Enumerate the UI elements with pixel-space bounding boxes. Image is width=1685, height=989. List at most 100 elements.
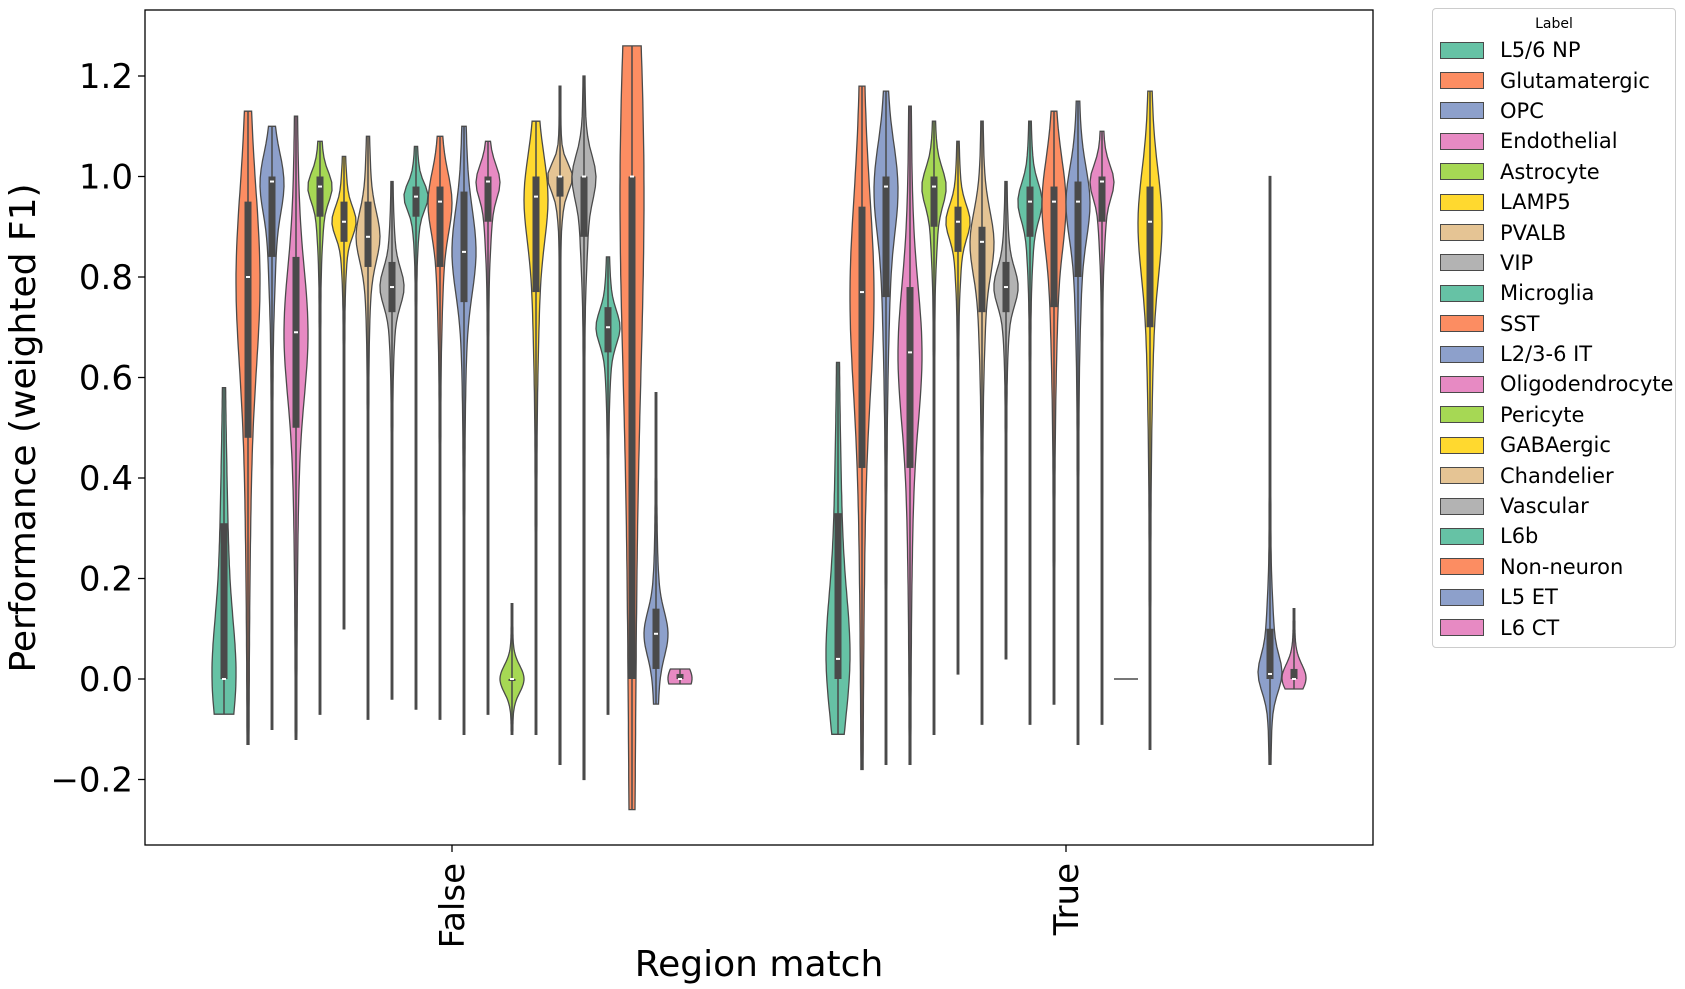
y-tick-label: 1.0 [79, 158, 133, 198]
violin-iqr-box [954, 206, 962, 252]
legend-swatch [1440, 254, 1484, 272]
legend-label: OPC [1500, 98, 1544, 123]
violin-iqr-box [628, 176, 636, 679]
legend-swatch [1440, 497, 1484, 515]
plot-area [144, 9, 1374, 846]
legend-item: L2/3-6 IT [1433, 339, 1675, 369]
legend-item: L5 ET [1433, 582, 1675, 612]
violin-sst-false [427, 135, 453, 720]
legend-item: Microglia [1433, 278, 1675, 308]
legend-swatch [1440, 315, 1484, 333]
violin-pericyte-false [499, 602, 525, 735]
violin-iqr-box [858, 206, 866, 468]
violin-microglia-true [1017, 120, 1043, 725]
violin-vip-true [993, 180, 1019, 660]
violin-pvalb-false [355, 135, 381, 720]
y-axis-label: Performance (weighted F1) [3, 183, 44, 672]
violin-iqr-box [580, 176, 588, 237]
violin-iqr-box [220, 523, 228, 679]
legend-swatch [1440, 467, 1484, 485]
violin-l5-6-np-false [211, 386, 237, 715]
violin-lamp5-false [331, 155, 357, 630]
legend-item: VIP [1433, 248, 1675, 278]
violin-iqr-box [1146, 186, 1154, 328]
x-axis: False True [433, 845, 1087, 948]
legend-swatch [1440, 558, 1484, 576]
legend-item: Vascular [1433, 491, 1675, 521]
violin-iqr-box [436, 186, 444, 267]
legend-label: Endothelial [1500, 129, 1618, 154]
legend-label: GABAergic [1500, 433, 1611, 458]
violin-iqr-box [978, 226, 986, 313]
legend-swatch [1440, 224, 1484, 242]
violin-iqr-box [1050, 186, 1058, 308]
violin-glutamatergic-false [235, 110, 261, 745]
violin-endothelial-true [897, 105, 923, 766]
legend-swatch [1440, 619, 1484, 637]
legend-label: Astrocyte [1500, 159, 1600, 184]
legend-item: Oligodendrocyte [1433, 369, 1675, 399]
legend-label: L6b [1500, 524, 1539, 549]
violin-l2-3-6-it-false [451, 125, 477, 735]
legend-label: PVALB [1500, 220, 1567, 245]
legend-label: L2/3-6 IT [1500, 342, 1593, 367]
y-tick-label: 1.2 [79, 57, 133, 97]
legend-label: Vascular [1500, 494, 1589, 519]
legend-swatch [1440, 406, 1484, 424]
violin-iqr-box [834, 513, 842, 679]
legend-title: Label [1535, 16, 1573, 32]
legend-items: L5/6 NP Glutamatergic OPC Endothelial Astroc… [1433, 35, 1675, 643]
violin-iqr-box [652, 608, 660, 669]
violin-endothelial-false [283, 115, 309, 740]
violin-gabaergic-false [523, 120, 549, 735]
legend-item: Non-neuron [1433, 552, 1675, 582]
violin-iqr-box [1098, 176, 1106, 222]
legend-swatch [1440, 41, 1484, 59]
legend-label: Glutamatergic [1500, 68, 1650, 93]
violin-l2-3-6-it-true [1065, 100, 1091, 745]
legend-item: Glutamatergic [1433, 65, 1675, 95]
violin-iqr-box [484, 176, 492, 222]
violin-l5-6-np-true [825, 361, 851, 735]
violin-iqr-box [316, 176, 324, 217]
legend-item: L5/6 NP [1433, 35, 1675, 65]
violin-astrocyte-true [921, 120, 947, 735]
legend-swatch [1440, 163, 1484, 181]
y-tick-label: 0.2 [79, 560, 133, 600]
legend-swatch [1440, 375, 1484, 393]
violin-iqr-box [292, 256, 300, 428]
legend-swatch [1440, 193, 1484, 211]
legend-item: LAMP5 [1433, 187, 1675, 217]
legend-item: Pericyte [1433, 400, 1675, 430]
violin-iqr-box [882, 176, 890, 298]
violin-pvalb-true [969, 120, 995, 725]
x-axis-label: Region match [635, 944, 884, 985]
legend-label: L6 CT [1500, 615, 1560, 640]
legend-item: SST [1433, 309, 1675, 339]
legend-swatch [1440, 72, 1484, 90]
violin-opc-true [873, 90, 899, 766]
legend-swatch [1440, 588, 1484, 606]
violin-astrocyte-false [307, 140, 333, 715]
legend-item: Chandelier [1433, 460, 1675, 490]
legend-label: Microglia [1500, 281, 1595, 306]
violin-l6b-false [595, 256, 621, 715]
violin-sst-true [1041, 110, 1067, 705]
legend-label: L5 ET [1500, 585, 1558, 610]
legend-swatch [1440, 132, 1484, 150]
legend-swatch [1440, 436, 1484, 454]
violin-iqr-box [532, 176, 540, 293]
x-tick-label: True [1047, 863, 1087, 936]
violin-glutamatergic-true [849, 85, 875, 771]
violin-iqr-box [268, 176, 276, 257]
violin-l5-et-false [643, 391, 669, 705]
violin-l6-ct-false [667, 668, 693, 685]
legend-swatch [1440, 102, 1484, 120]
violin-iqr-box [1074, 181, 1082, 277]
violin-oligodendrocyte-true [1089, 130, 1115, 725]
legend-label: VIP [1500, 250, 1534, 275]
legend-item: Endothelial [1433, 126, 1675, 156]
legend-item: PVALB [1433, 217, 1675, 247]
legend-item: Astrocyte [1433, 157, 1675, 187]
